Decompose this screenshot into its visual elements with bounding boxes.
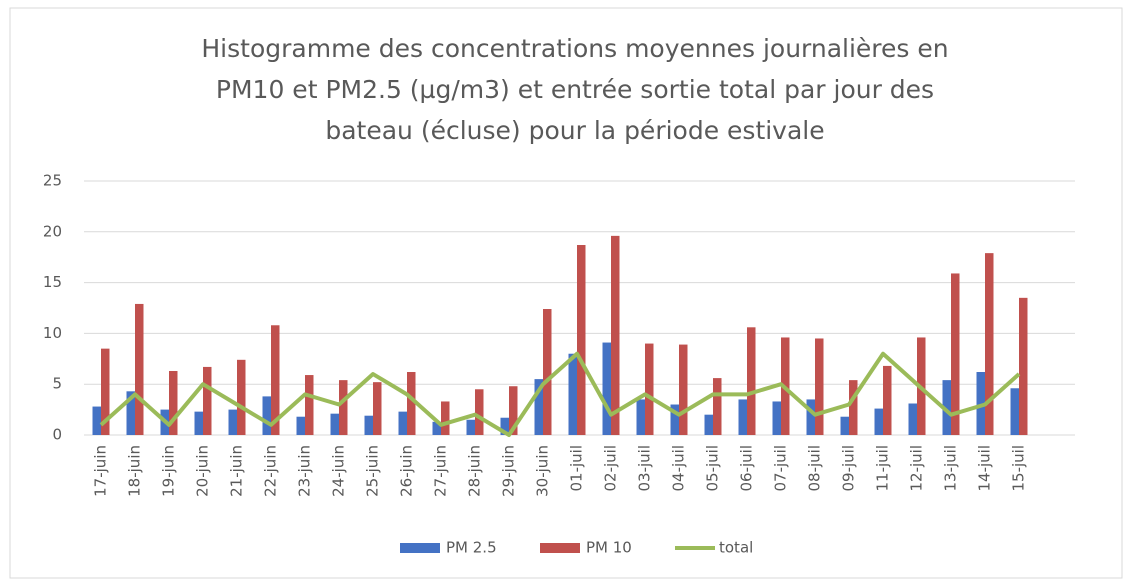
x-tick-label: 11-juil (874, 445, 892, 492)
bar (883, 365, 892, 435)
x-tick-label: 30-juin (534, 445, 552, 497)
x-tick-label: 12-juil (908, 445, 926, 492)
bar (840, 416, 849, 435)
bar (976, 372, 985, 435)
bar (1019, 297, 1028, 435)
legend-swatch (400, 543, 440, 553)
bar (679, 344, 688, 435)
chart-title: bateau (écluse) pour la période estivale (325, 116, 824, 145)
bar (534, 379, 543, 435)
y-tick-label: 0 (52, 426, 62, 444)
bar (543, 309, 552, 435)
x-tick-label: 27-juin (432, 445, 450, 497)
bar (432, 421, 441, 435)
line (99, 351, 1021, 437)
bar (500, 417, 509, 435)
bar (169, 370, 178, 435)
bar (228, 409, 237, 435)
bar (815, 338, 824, 435)
legend-label: total (719, 539, 753, 557)
bar (611, 235, 620, 435)
bar (271, 325, 280, 435)
x-tick-label: 23-juin (296, 445, 314, 497)
x-tick-label: 22-juin (262, 445, 280, 497)
bar (942, 380, 951, 435)
x-tick-label: 14-juil (976, 445, 994, 492)
bar (398, 411, 407, 435)
bar (568, 353, 577, 435)
bar (704, 414, 713, 435)
bar (407, 372, 416, 435)
bar (441, 401, 450, 435)
y-tick-label: 15 (43, 273, 62, 291)
bar (1010, 388, 1019, 435)
bar (874, 408, 883, 435)
bar (262, 396, 271, 435)
x-tick-label: 20-juin (194, 445, 212, 497)
bar (577, 245, 586, 435)
bar (296, 416, 305, 435)
x-tick-label: 19-juin (160, 445, 178, 497)
x-tick-label: 18-juin (126, 445, 144, 497)
bar (101, 348, 110, 435)
chart-title: Histogramme des concentrations moyennes … (201, 34, 948, 63)
x-tick-label: 25-juin (364, 445, 382, 497)
bar (738, 399, 747, 435)
bar (135, 303, 144, 435)
bar (908, 403, 917, 435)
x-tick-label: 15-juil (1010, 445, 1028, 492)
bar (305, 375, 314, 435)
x-tick-label: 03-juil (636, 445, 654, 492)
bar (645, 343, 654, 435)
bar (373, 382, 382, 435)
bar (849, 380, 858, 435)
x-tick-label: 02-juil (602, 445, 620, 492)
bar (475, 389, 484, 435)
x-tick-label: 28-juin (466, 445, 484, 497)
bar (126, 391, 135, 435)
bar (203, 366, 212, 435)
x-tick-label: 01-juil (568, 445, 586, 492)
bar (194, 411, 203, 435)
bar (237, 359, 246, 435)
bar (806, 399, 815, 435)
bar (772, 401, 781, 435)
x-tick-label: 21-juin (228, 445, 246, 497)
bar (951, 273, 960, 435)
x-tick-label: 17-juin (92, 445, 110, 497)
x-tick-label: 08-juil (806, 445, 824, 492)
chart-frame (9, 7, 1123, 579)
x-tick-label: 13-juil (942, 445, 960, 492)
bar (985, 253, 994, 435)
chart-title: PM10 et PM2.5 (µg/m3) et entrée sortie t… (216, 75, 934, 104)
legend-label: PM 2.5 (446, 539, 497, 557)
x-tick-label: 05-juil (704, 445, 722, 492)
y-tick-label: 25 (43, 172, 62, 190)
bar (636, 399, 645, 435)
y-tick-label: 5 (52, 375, 62, 393)
bar (92, 406, 101, 435)
bar (330, 413, 339, 435)
bar (339, 380, 348, 435)
legend-swatch (540, 543, 580, 553)
bar (466, 419, 475, 435)
x-tick-label: 29-juin (500, 445, 518, 497)
x-tick-label: 09-juil (840, 445, 858, 492)
x-tick-label: 04-juil (670, 445, 688, 492)
bar (364, 415, 373, 435)
x-tick-label: 24-juin (330, 445, 348, 497)
y-tick-label: 20 (43, 222, 62, 240)
bar (747, 327, 756, 435)
y-tick-label: 10 (43, 324, 62, 342)
bar (670, 404, 679, 435)
legend-label: PM 10 (586, 539, 632, 557)
x-tick-label: 26-juin (398, 445, 416, 497)
x-tick-label: 06-juil (738, 445, 756, 492)
bar (602, 342, 611, 435)
x-tick-label: 07-juil (772, 445, 790, 492)
bar (713, 378, 722, 435)
bar (509, 386, 518, 435)
